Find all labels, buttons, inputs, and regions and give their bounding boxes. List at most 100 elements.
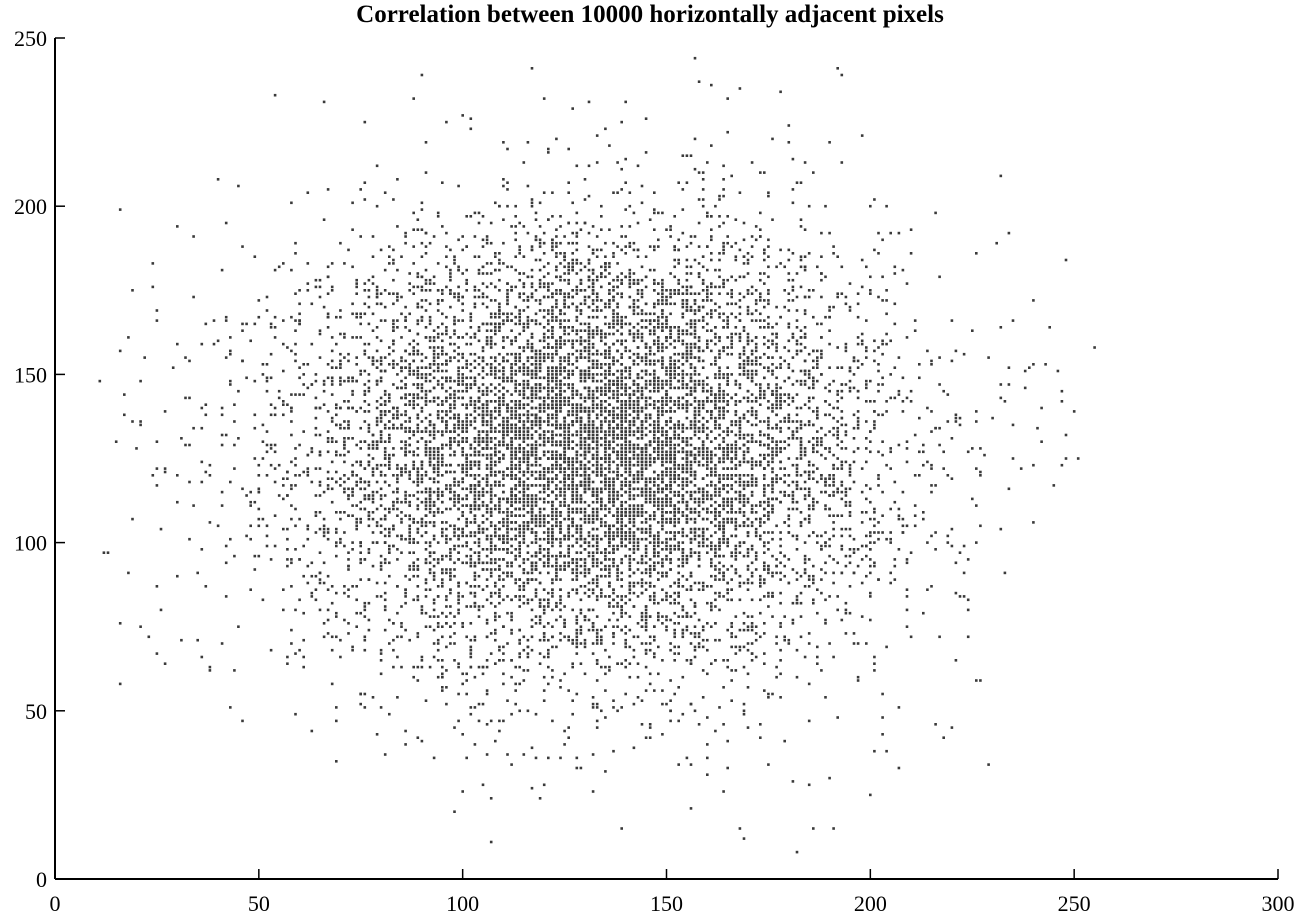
data-point bbox=[571, 369, 574, 373]
data-point bbox=[371, 275, 375, 279]
data-point bbox=[404, 494, 407, 497]
data-point bbox=[494, 332, 497, 336]
data-point bbox=[563, 305, 566, 309]
data-point bbox=[852, 356, 856, 359]
data-point bbox=[750, 484, 754, 487]
data-point bbox=[473, 591, 477, 595]
data-point bbox=[518, 416, 521, 420]
data-point bbox=[587, 275, 591, 279]
data-point bbox=[534, 450, 538, 454]
data-point bbox=[371, 443, 375, 447]
data-point bbox=[869, 289, 872, 292]
data-point bbox=[763, 564, 766, 568]
data-point bbox=[820, 356, 823, 359]
data-point bbox=[681, 315, 685, 319]
data-point bbox=[563, 460, 566, 464]
data-point bbox=[673, 346, 676, 349]
data-point bbox=[412, 460, 415, 464]
data-point bbox=[241, 719, 244, 723]
data-point bbox=[383, 447, 387, 450]
data-point bbox=[436, 352, 440, 356]
data-point bbox=[587, 544, 591, 548]
data-point bbox=[706, 463, 709, 467]
data-point bbox=[294, 652, 297, 655]
data-point bbox=[559, 278, 562, 282]
data-point bbox=[485, 457, 489, 460]
data-point bbox=[420, 289, 424, 292]
data-point bbox=[457, 500, 460, 504]
data-point bbox=[738, 191, 742, 194]
data-point bbox=[689, 376, 693, 380]
data-point bbox=[339, 315, 342, 319]
data-point bbox=[445, 622, 448, 625]
data-point bbox=[363, 400, 367, 403]
data-point bbox=[807, 578, 811, 581]
data-point bbox=[583, 514, 587, 517]
data-point bbox=[481, 527, 485, 531]
data-point bbox=[877, 521, 880, 524]
data-point bbox=[555, 511, 558, 514]
data-point bbox=[930, 410, 933, 413]
data-point bbox=[616, 564, 619, 568]
data-point bbox=[469, 336, 473, 339]
data-point bbox=[783, 494, 786, 497]
data-point bbox=[693, 534, 697, 538]
data-point bbox=[522, 272, 526, 275]
data-point bbox=[653, 537, 656, 541]
data-point bbox=[518, 463, 521, 467]
data-point bbox=[330, 487, 334, 491]
data-point bbox=[233, 554, 236, 558]
data-point bbox=[636, 221, 640, 225]
data-point bbox=[265, 379, 269, 383]
data-point bbox=[498, 400, 501, 403]
data-point bbox=[473, 574, 477, 578]
data-point bbox=[714, 453, 717, 457]
data-point bbox=[616, 302, 619, 306]
data-point bbox=[673, 248, 676, 252]
data-point bbox=[538, 359, 542, 363]
data-point bbox=[555, 571, 558, 575]
data-point bbox=[555, 494, 558, 497]
data-point bbox=[383, 494, 387, 497]
data-point bbox=[510, 490, 513, 494]
data-point bbox=[612, 241, 615, 245]
data-point bbox=[249, 524, 252, 528]
data-point bbox=[408, 289, 411, 292]
data-point bbox=[640, 410, 644, 413]
data-point bbox=[750, 615, 754, 618]
data-point bbox=[489, 574, 493, 578]
data-point bbox=[673, 635, 676, 639]
data-point bbox=[706, 743, 709, 746]
data-point bbox=[832, 305, 835, 309]
data-point bbox=[379, 648, 383, 652]
data-point bbox=[697, 221, 701, 225]
data-point bbox=[498, 329, 501, 332]
data-point bbox=[730, 645, 733, 649]
data-point bbox=[587, 406, 591, 410]
data-point bbox=[620, 507, 623, 511]
data-point bbox=[648, 726, 652, 729]
data-point bbox=[803, 447, 807, 450]
data-point bbox=[624, 157, 627, 161]
data-point bbox=[771, 437, 774, 440]
data-point bbox=[608, 490, 611, 494]
data-point bbox=[922, 450, 925, 454]
data-point bbox=[840, 467, 844, 470]
data-point bbox=[616, 477, 619, 480]
data-point bbox=[669, 548, 672, 551]
data-point bbox=[494, 618, 497, 622]
data-point bbox=[722, 723, 725, 726]
data-point bbox=[685, 181, 689, 184]
data-point bbox=[330, 379, 334, 383]
data-point bbox=[661, 558, 664, 561]
data-point bbox=[669, 517, 672, 521]
data-point bbox=[290, 642, 293, 645]
data-point bbox=[408, 477, 411, 480]
data-point bbox=[665, 618, 668, 622]
data-point bbox=[812, 531, 815, 534]
data-point bbox=[555, 137, 558, 141]
data-point bbox=[408, 517, 411, 521]
data-point bbox=[257, 554, 261, 558]
data-point bbox=[506, 571, 509, 575]
data-point bbox=[375, 292, 379, 295]
